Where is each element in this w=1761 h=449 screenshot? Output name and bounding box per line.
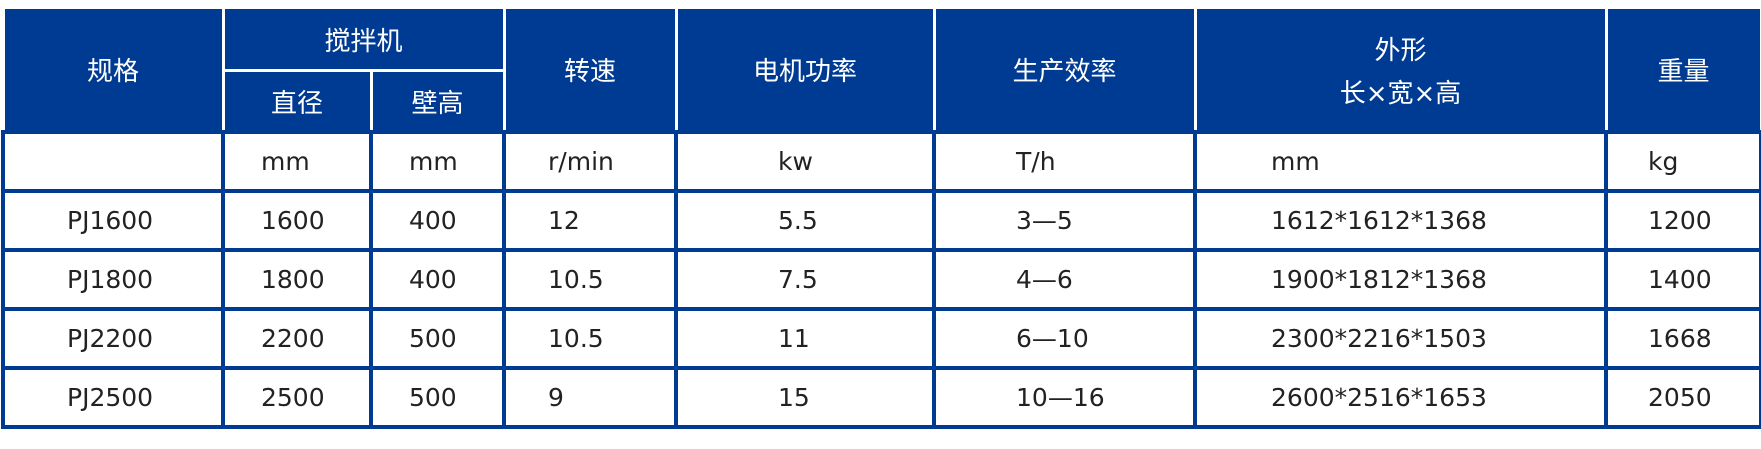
header-diameter: 直径 [221, 69, 373, 134]
unit-dimensions: mm [1193, 130, 1609, 193]
unit-weight: kg [1604, 130, 1761, 193]
cell-spec: PJ1600 [1, 189, 225, 252]
cell-motor-power: 15 [674, 366, 937, 429]
header-dimensions: 外形 长×宽×高 [1193, 6, 1608, 134]
cell-weight: 1400 [1604, 248, 1761, 311]
unit-wall-height: mm [368, 130, 507, 193]
cell-motor-power: 7.5 [674, 248, 937, 311]
cell-dimensions: 1900*1812*1368 [1193, 248, 1609, 311]
header-dimensions-line1: 外形 [1374, 35, 1427, 66]
table-row: PJ2200 2200 500 10.5 11 6—10 2300*2216*1503 166… [1, 307, 1761, 370]
cell-speed: 12 [502, 189, 679, 252]
header-weight: 重量 [1604, 6, 1761, 134]
cell-efficiency: 3—5 [932, 189, 1198, 252]
cell-speed: 9 [502, 366, 679, 429]
cell-motor-power: 11 [674, 307, 937, 370]
cell-weight: 2050 [1604, 366, 1761, 429]
header-motor-power: 电机功率 [674, 6, 936, 134]
cell-wall-height: 400 [368, 189, 507, 252]
table-row: PJ2500 2500 500 9 15 10—16 2600*2516*1653 2050 [1, 366, 1761, 429]
cell-wall-height: 500 [368, 366, 507, 429]
cell-speed: 10.5 [502, 307, 679, 370]
cell-motor-power: 5.5 [674, 189, 937, 252]
cell-spec: PJ2200 [1, 307, 225, 370]
unit-efficiency: T/h [932, 130, 1198, 193]
cell-dimensions: 2300*2216*1503 [1193, 307, 1609, 370]
unit-diameter: mm [221, 130, 373, 193]
units-row: mm mm r/min kw T/h mm kg [1, 130, 1761, 193]
header-efficiency: 生产效率 [932, 6, 1197, 134]
cell-dimensions: 1612*1612*1368 [1193, 189, 1609, 252]
table-row: PJ1800 1800 400 10.5 7.5 4—6 1900*1812*1368 140… [1, 248, 1761, 311]
header-wall-height: 壁高 [369, 69, 506, 134]
cell-dimensions: 2600*2516*1653 [1193, 366, 1609, 429]
cell-diameter: 2200 [221, 307, 373, 370]
cell-diameter: 1600 [221, 189, 373, 252]
table-row: PJ1600 1600 400 12 5.5 3—5 1612*1612*1368 1200 [1, 189, 1761, 252]
header-spec: 规格 [1, 6, 225, 134]
cell-speed: 10.5 [502, 248, 679, 311]
unit-speed: r/min [502, 130, 679, 193]
spec-table: 规格 搅拌机 转速 电机功率 生产效率 外形 长×宽×高 重量 直径 壁高 mm… [1, 6, 1761, 429]
cell-diameter: 2500 [221, 366, 373, 429]
cell-diameter: 1800 [221, 248, 373, 311]
cell-efficiency: 6—10 [932, 307, 1198, 370]
cell-wall-height: 500 [368, 307, 507, 370]
header-dimensions-line2: 长×宽×高 [1339, 78, 1462, 109]
cell-spec: PJ1800 [1, 248, 225, 311]
unit-motor-power: kw [674, 130, 937, 193]
cell-efficiency: 4—6 [932, 248, 1198, 311]
header-speed: 转速 [502, 6, 678, 134]
cell-weight: 1200 [1604, 189, 1761, 252]
cell-spec: PJ2500 [1, 366, 225, 429]
cell-wall-height: 400 [368, 248, 507, 311]
cell-weight: 1668 [1604, 307, 1761, 370]
cell-efficiency: 10—16 [932, 366, 1198, 429]
unit-spec [1, 130, 225, 193]
header-mixer: 搅拌机 [221, 6, 506, 72]
